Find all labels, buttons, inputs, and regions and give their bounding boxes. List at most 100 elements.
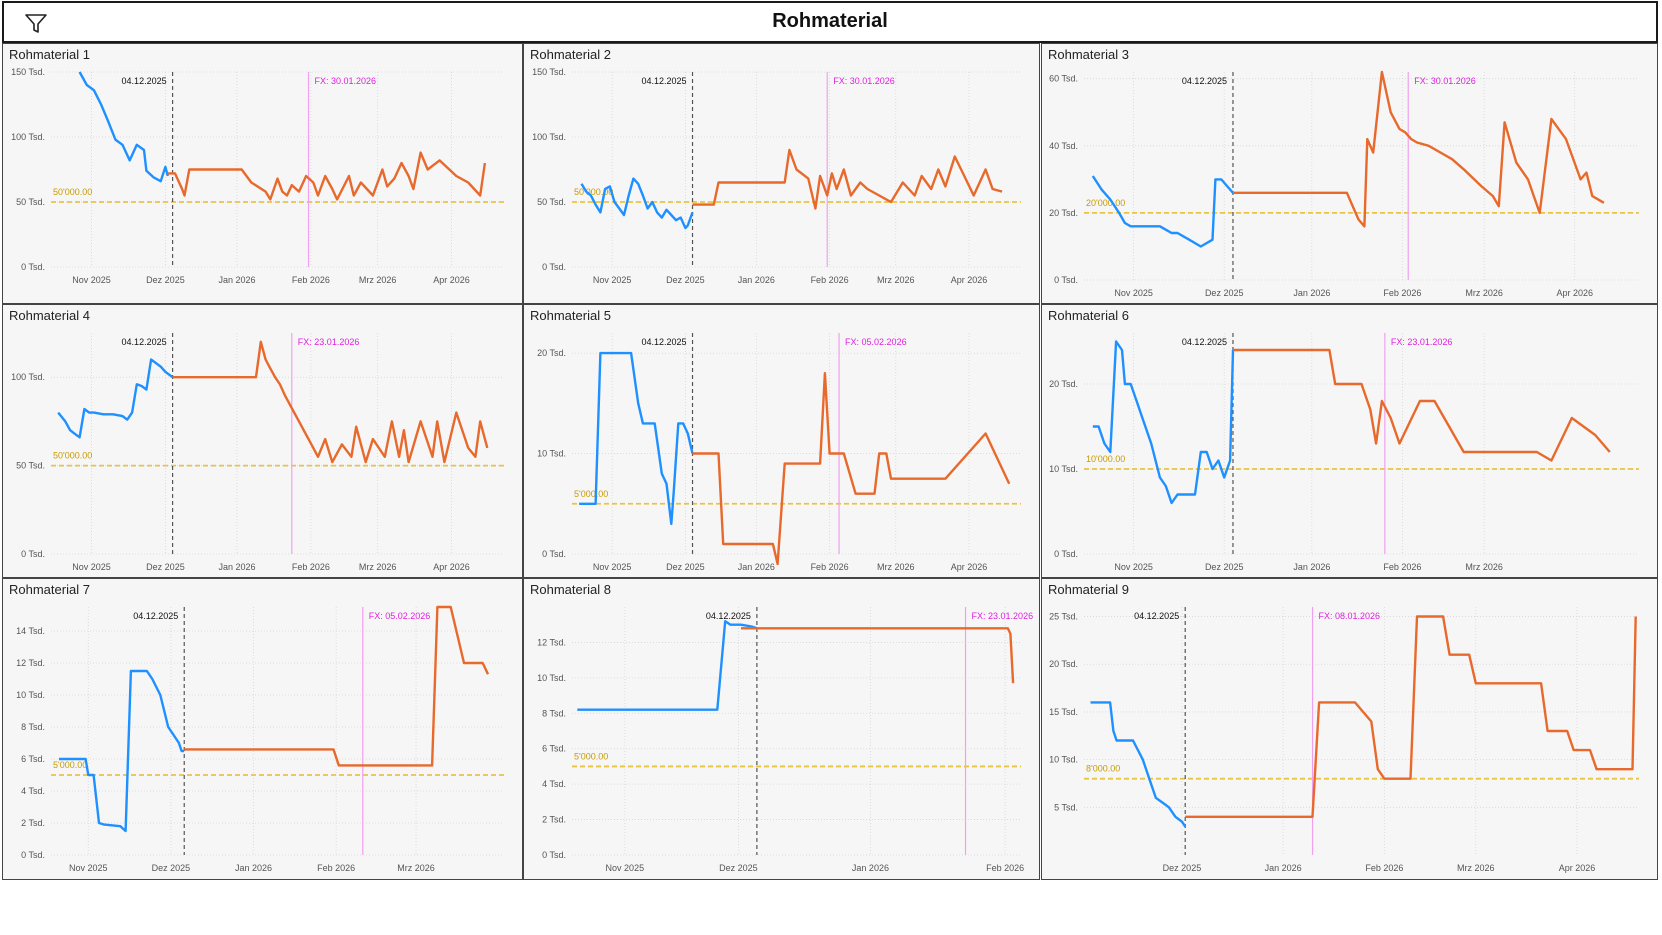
x-tick-label: Nov 2025	[72, 562, 111, 572]
y-tick-label: 14 Tsd.	[16, 626, 45, 636]
x-tick-label: Apr 2026	[1559, 863, 1596, 873]
y-tick-label: 6 Tsd.	[21, 754, 45, 764]
chart-title: Rohmaterial 5	[530, 308, 611, 323]
actual-series-line	[57, 358, 174, 439]
fx-label: FX: 05.02.2026	[845, 337, 907, 347]
y-tick-label: 20 Tsd.	[1049, 659, 1078, 669]
date-marker-label: 04.12.2025	[706, 611, 751, 621]
x-tick-label: Mrz 2026	[359, 275, 397, 285]
chart-svg: 0 Tsd. 50 Tsd. 100 Tsd. Nov 2025 Dez 2025 Jan…	[11, 333, 504, 572]
x-tick-label: Feb 2026	[811, 275, 849, 285]
x-tick-label: Dez 2025	[666, 275, 705, 285]
x-tick-label: Feb 2026	[1383, 562, 1421, 572]
x-tick-label: Mrz 2026	[1465, 288, 1503, 298]
y-tick-label: 20 Tsd.	[1049, 379, 1078, 389]
y-tick-label: 20 Tsd.	[537, 348, 566, 358]
x-tick-label: Apr 2026	[433, 562, 470, 572]
y-tick-label: 50 Tsd.	[16, 197, 45, 207]
chart-title: Rohmaterial 4	[9, 308, 90, 323]
chart-panel-5[interactable]: 0 Tsd. 10 Tsd. 20 Tsd. Nov 2025 Dez 2025 Jan …	[523, 304, 1040, 578]
y-tick-label: 0 Tsd.	[542, 850, 566, 860]
chart-panel-3[interactable]: 0 Tsd. 20 Tsd. 40 Tsd. 60 Tsd. Nov 2025 Dez 2…	[1041, 43, 1658, 304]
chart-title: Rohmaterial 2	[530, 47, 611, 62]
x-tick-label: Feb 2026	[292, 562, 330, 572]
chart-panel-4[interactable]: 0 Tsd. 50 Tsd. 100 Tsd. Nov 2025 Dez 2025 Jan…	[2, 304, 523, 578]
date-marker-label: 04.12.2025	[1134, 611, 1179, 621]
chart-panel-7[interactable]: 0 Tsd. 2 Tsd. 4 Tsd. 6 Tsd. 8 Tsd. 10 Tsd. 12 …	[2, 578, 523, 880]
x-tick-label: Dez 2025	[146, 562, 185, 572]
chart-title: Rohmaterial 8	[530, 582, 611, 597]
forecast-series-line	[167, 151, 487, 201]
x-tick-label: Dez 2025	[1205, 288, 1244, 298]
y-tick-label: 12 Tsd.	[16, 658, 45, 668]
forecast-series-line	[741, 627, 1015, 684]
target-label: 20'000.00	[1086, 198, 1125, 208]
date-marker-label: 04.12.2025	[641, 76, 686, 86]
actual-series-line	[580, 177, 694, 230]
y-tick-label: 8 Tsd.	[542, 708, 566, 718]
x-tick-label: Jan 2026	[218, 562, 255, 572]
y-tick-label: 10 Tsd.	[1049, 755, 1078, 765]
x-tick-label: Apr 2026	[951, 275, 988, 285]
y-tick-label: 15 Tsd.	[1049, 707, 1078, 717]
forecast-series-line	[1233, 70, 1605, 228]
y-tick-label: 5 Tsd.	[1054, 802, 1078, 812]
fx-label: FX: 30.01.2026	[833, 76, 895, 86]
chart-svg: 0 Tsd. 2 Tsd. 4 Tsd. 6 Tsd. 8 Tsd. 10 Tsd. 12 …	[537, 607, 1034, 873]
chart-title: Rohmaterial 9	[1048, 582, 1129, 597]
date-marker-label: 04.12.2025	[641, 337, 686, 347]
x-tick-label: Nov 2025	[69, 863, 108, 873]
target-label: 50'000.00	[574, 187, 613, 197]
y-tick-label: 10 Tsd.	[16, 690, 45, 700]
chart-panel-9[interactable]: 5 Tsd. 10 Tsd. 15 Tsd. 20 Tsd. 25 Tsd. Dez 20…	[1041, 578, 1658, 880]
chart-panel-8[interactable]: 0 Tsd. 2 Tsd. 4 Tsd. 6 Tsd. 8 Tsd. 10 Tsd. 12 …	[523, 578, 1040, 880]
date-marker-label: 04.12.2025	[122, 76, 167, 86]
target-label: 5'000.00	[574, 751, 608, 761]
y-tick-label: 10 Tsd.	[1049, 464, 1078, 474]
x-tick-label: Feb 2026	[292, 275, 330, 285]
chart-svg: 0 Tsd. 20 Tsd. 40 Tsd. 60 Tsd. Nov 2025 Dez 2…	[1049, 70, 1639, 298]
x-tick-label: Nov 2025	[593, 275, 632, 285]
actual-series-line	[579, 351, 694, 526]
date-marker-label: 04.12.2025	[122, 337, 167, 347]
actual-series-line	[59, 669, 185, 833]
forecast-series-line	[692, 371, 1011, 566]
x-tick-label: Apr 2026	[433, 275, 470, 285]
chart-panel-1[interactable]: 0 Tsd. 50 Tsd. 100 Tsd. 150 Tsd. Nov 2025 Dez…	[2, 43, 523, 304]
y-tick-label: 0 Tsd.	[1054, 275, 1078, 285]
chart-svg: 0 Tsd. 50 Tsd. 100 Tsd. 150 Tsd. Nov 2025 Dez…	[532, 67, 1021, 285]
chart-title: Rohmaterial 7	[9, 582, 90, 597]
target-label: 50'000.00	[53, 187, 92, 197]
chart-panel-6[interactable]: 0 Tsd. 10 Tsd. 20 Tsd. Nov 2025 Dez 2025 Jan …	[1041, 304, 1658, 578]
y-tick-label: 150 Tsd.	[532, 67, 566, 77]
x-tick-label: Dez 2025	[719, 863, 758, 873]
chart-panel-2[interactable]: 0 Tsd. 50 Tsd. 100 Tsd. 150 Tsd. Nov 2025 Dez…	[523, 43, 1040, 304]
x-tick-label: Mrz 2026	[877, 562, 915, 572]
x-tick-label: Mrz 2026	[877, 275, 915, 285]
y-tick-label: 150 Tsd.	[11, 67, 45, 77]
actual-series-line	[1091, 175, 1234, 248]
y-tick-label: 4 Tsd.	[21, 786, 45, 796]
actual-series-line	[78, 71, 169, 183]
x-tick-label: Nov 2025	[593, 562, 632, 572]
x-tick-label: Nov 2025	[606, 863, 645, 873]
y-tick-label: 10 Tsd.	[537, 449, 566, 459]
y-tick-label: 6 Tsd.	[542, 744, 566, 754]
x-tick-label: Nov 2025	[1114, 562, 1153, 572]
x-tick-label: Dez 2025	[1163, 863, 1202, 873]
filter-icon[interactable]	[24, 13, 48, 35]
y-tick-label: 50 Tsd.	[16, 461, 45, 471]
y-tick-label: 100 Tsd.	[532, 132, 566, 142]
fx-label: FX: 23.01.2026	[972, 611, 1034, 621]
y-tick-label: 50 Tsd.	[537, 197, 566, 207]
y-tick-label: 12 Tsd.	[537, 637, 566, 647]
y-tick-label: 0 Tsd.	[542, 262, 566, 272]
fx-label: FX: 23.01.2026	[298, 337, 360, 347]
forecast-series-line	[1233, 348, 1611, 462]
fx-label: FX: 08.01.2026	[1319, 611, 1381, 621]
fx-label: FX: 05.02.2026	[369, 611, 431, 621]
x-tick-label: Dez 2025	[146, 275, 185, 285]
forecast-series-line	[172, 340, 489, 464]
chart-svg: 0 Tsd. 2 Tsd. 4 Tsd. 6 Tsd. 8 Tsd. 10 Tsd. 12 …	[16, 605, 504, 873]
x-tick-label: Mrz 2026	[1457, 863, 1495, 873]
